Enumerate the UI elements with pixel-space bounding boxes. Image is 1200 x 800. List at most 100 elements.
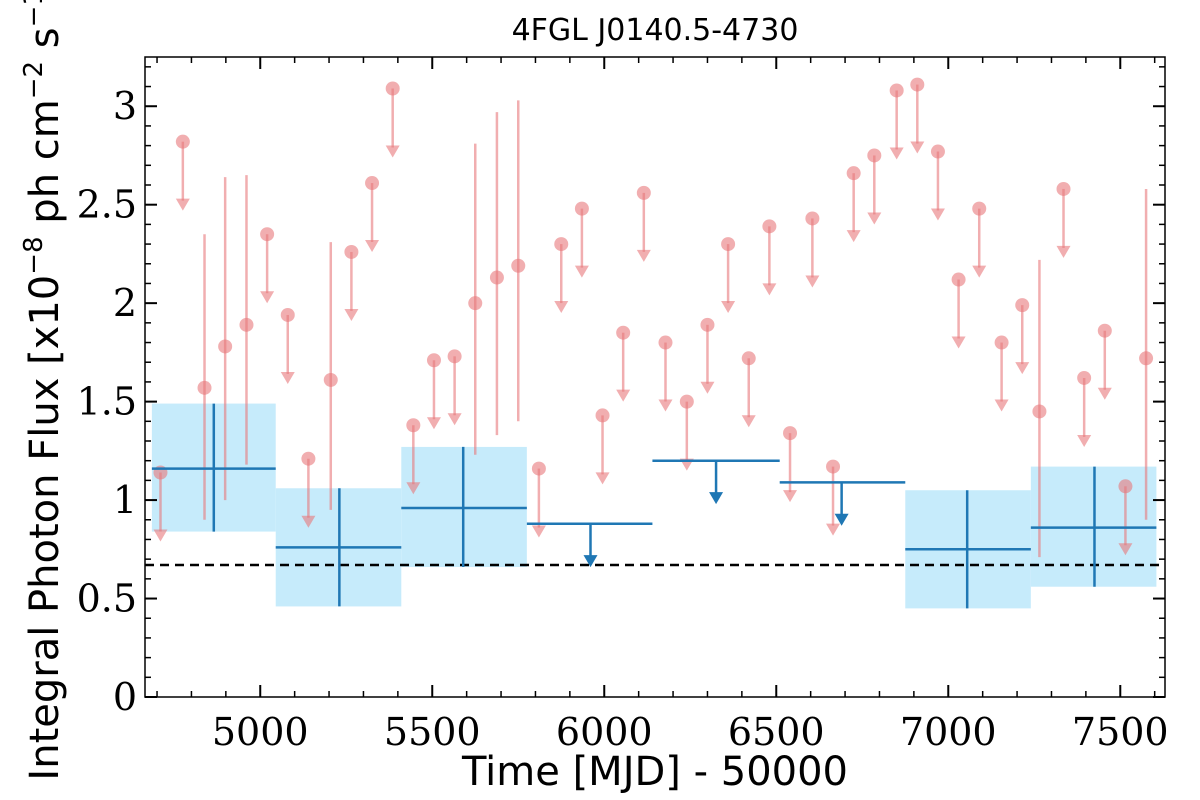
y-axis-label-text: Integral Photon Flux [x10−8 ph cm−2 s−1]: [19, 0, 68, 781]
short-bin-upper-limit-point: [679, 394, 694, 409]
short-bin-upper-limit-arrow: [658, 399, 673, 412]
short-bin-upper-limit-point: [972, 201, 987, 216]
chart-title: 4FGL J0140.5-4730: [512, 13, 799, 48]
x-tick-label: 6000: [556, 710, 653, 754]
short-bin-upper-limit-point: [301, 451, 316, 466]
y-tick-label: 2: [113, 281, 137, 325]
short-bin-upper-limit-point: [554, 237, 569, 252]
short-bin-upper-limit-point: [447, 349, 462, 364]
short-bin-upper-limit-arrow: [1015, 362, 1030, 375]
y-tick-label: 1.5: [77, 380, 137, 424]
y-tick-label: 2.5: [77, 183, 137, 227]
short-bin-upper-limit-point: [385, 81, 400, 96]
short-bin-upper-limit-point: [260, 227, 275, 242]
short-bin-upper-limit-arrow: [280, 371, 295, 384]
y-tick-label: 0: [113, 675, 137, 719]
short-bin-upper-limit-point: [783, 426, 798, 441]
short-bin-upper-limit-point: [531, 461, 546, 476]
short-bin-upper-limit-point: [1056, 181, 1071, 196]
short-bin-point: [511, 258, 526, 273]
short-bin-upper-limit-arrow: [721, 301, 736, 314]
short-bin-upper-limit-point: [1077, 370, 1092, 385]
short-bin-upper-limit-point: [365, 176, 380, 191]
short-bin-upper-limit-arrow: [783, 490, 798, 503]
short-bin-upper-limit-arrow: [826, 523, 841, 536]
short-bin-upper-limit-point: [700, 317, 715, 332]
x-axis-label: Time [MJD] - 50000: [461, 749, 848, 795]
long-bin-upper-limit-arrow: [709, 492, 724, 505]
short-bin-point: [468, 296, 483, 311]
short-bin-upper-limit-arrow: [889, 147, 904, 160]
short-bin-point: [1032, 404, 1047, 419]
short-bin-upper-limit-arrow: [344, 308, 359, 321]
short-bin-upper-limit-point: [1118, 479, 1133, 494]
x-tick-label: 6500: [728, 710, 825, 754]
plot-frame: [144, 56, 1166, 698]
short-bin-upper-limit-point: [616, 325, 631, 340]
short-bin-upper-limit-arrow: [301, 515, 316, 528]
short-bin-upper-limit-point: [1015, 298, 1030, 313]
short-bin-upper-limit-point: [721, 237, 736, 252]
short-bin-upper-limit-point: [658, 335, 673, 350]
short-bin-upper-limit-arrow: [972, 265, 987, 278]
short-bin-upper-limit-point: [994, 335, 1009, 350]
short-bin-upper-limit-arrow: [1077, 434, 1092, 447]
short-bin-upper-limit-arrow: [867, 212, 882, 225]
short-bin-upper-limit-point: [426, 353, 441, 368]
short-bin-upper-limit-arrow: [994, 399, 1009, 412]
x-tick-label: 7000: [900, 710, 997, 754]
short-bin-upper-limit-arrow: [365, 240, 380, 253]
short-bin-upper-limit-arrow: [616, 389, 631, 402]
short-bin-point: [239, 317, 254, 332]
short-bin-upper-limit-arrow: [930, 208, 945, 221]
short-bin-upper-limit-point: [280, 307, 295, 322]
short-bin-upper-limit-arrow: [636, 249, 651, 262]
short-bin-upper-limit-arrow: [951, 336, 966, 349]
x-tick-label: 5500: [384, 710, 481, 754]
short-bin-upper-limit-arrow: [1056, 245, 1071, 258]
long-bin-upper-limit-arrow: [834, 513, 849, 526]
short-bin-upper-limit-arrow: [260, 291, 275, 304]
short-bin-upper-limit-arrow: [447, 413, 462, 426]
short-bin-upper-limit-arrow: [741, 415, 756, 428]
short-bin-upper-limit-point: [805, 211, 820, 226]
short-bin-upper-limit-arrow: [554, 301, 569, 314]
short-bin-upper-limit-arrow: [406, 482, 421, 495]
short-bin-upper-limit-arrow: [595, 472, 610, 485]
short-bin-upper-limit-point: [595, 408, 610, 423]
short-bin-upper-limit-point: [406, 418, 421, 433]
short-bin-upper-limit-arrow: [175, 198, 190, 211]
x-tick-label: 5000: [212, 710, 309, 754]
short-bin-upper-limit-point: [636, 185, 651, 200]
y-tick-label: 3: [113, 84, 137, 128]
short-bin-point: [1139, 351, 1154, 366]
short-bin-upper-limit-point: [846, 166, 861, 181]
short-bin-upper-limit-point: [930, 144, 945, 159]
short-bin-upper-limit-point: [762, 219, 777, 234]
plot-area: 5000 5500 6000 6500 7000 7500 0 0.5 1 1.5 2 2.5 3: [77, 56, 1169, 754]
short-bin-upper-limit-point: [867, 148, 882, 163]
y-tick-label: 1: [113, 478, 137, 522]
short-bin-upper-limit-point: [574, 201, 589, 216]
y-axis-label: Integral Photon Flux [x10−8 ph cm−2 s−1]: [19, 0, 68, 781]
long-bin-upper-limit-arrow: [583, 555, 598, 568]
short-bin-upper-limit-arrow: [805, 275, 820, 288]
short-bin-upper-limit-point: [741, 351, 756, 366]
short-bin-point: [323, 372, 338, 387]
short-bin-upper-limit-arrow: [846, 230, 861, 243]
short-bin-upper-limit-arrow: [910, 141, 925, 154]
short-bin-upper-limit-point: [1097, 323, 1112, 338]
short-bin-upper-limit-point: [910, 77, 925, 92]
short-bin-upper-limit-arrow: [574, 265, 589, 278]
short-bin-point: [218, 339, 233, 354]
short-bin-upper-limit-point: [889, 83, 904, 98]
short-bin-upper-limit-point: [344, 244, 359, 259]
short-bin-upper-limit-arrow: [1118, 543, 1133, 556]
short-bin-upper-limit-arrow: [700, 381, 715, 394]
short-bin-upper-limit-arrow: [762, 283, 777, 296]
short-bin-upper-limit-arrow: [426, 417, 441, 430]
short-bin-upper-limit-point: [951, 272, 966, 287]
y-tick-label: 0.5: [77, 577, 137, 621]
short-bin-upper-limit-point: [175, 134, 190, 149]
short-bin-point: [197, 380, 212, 395]
